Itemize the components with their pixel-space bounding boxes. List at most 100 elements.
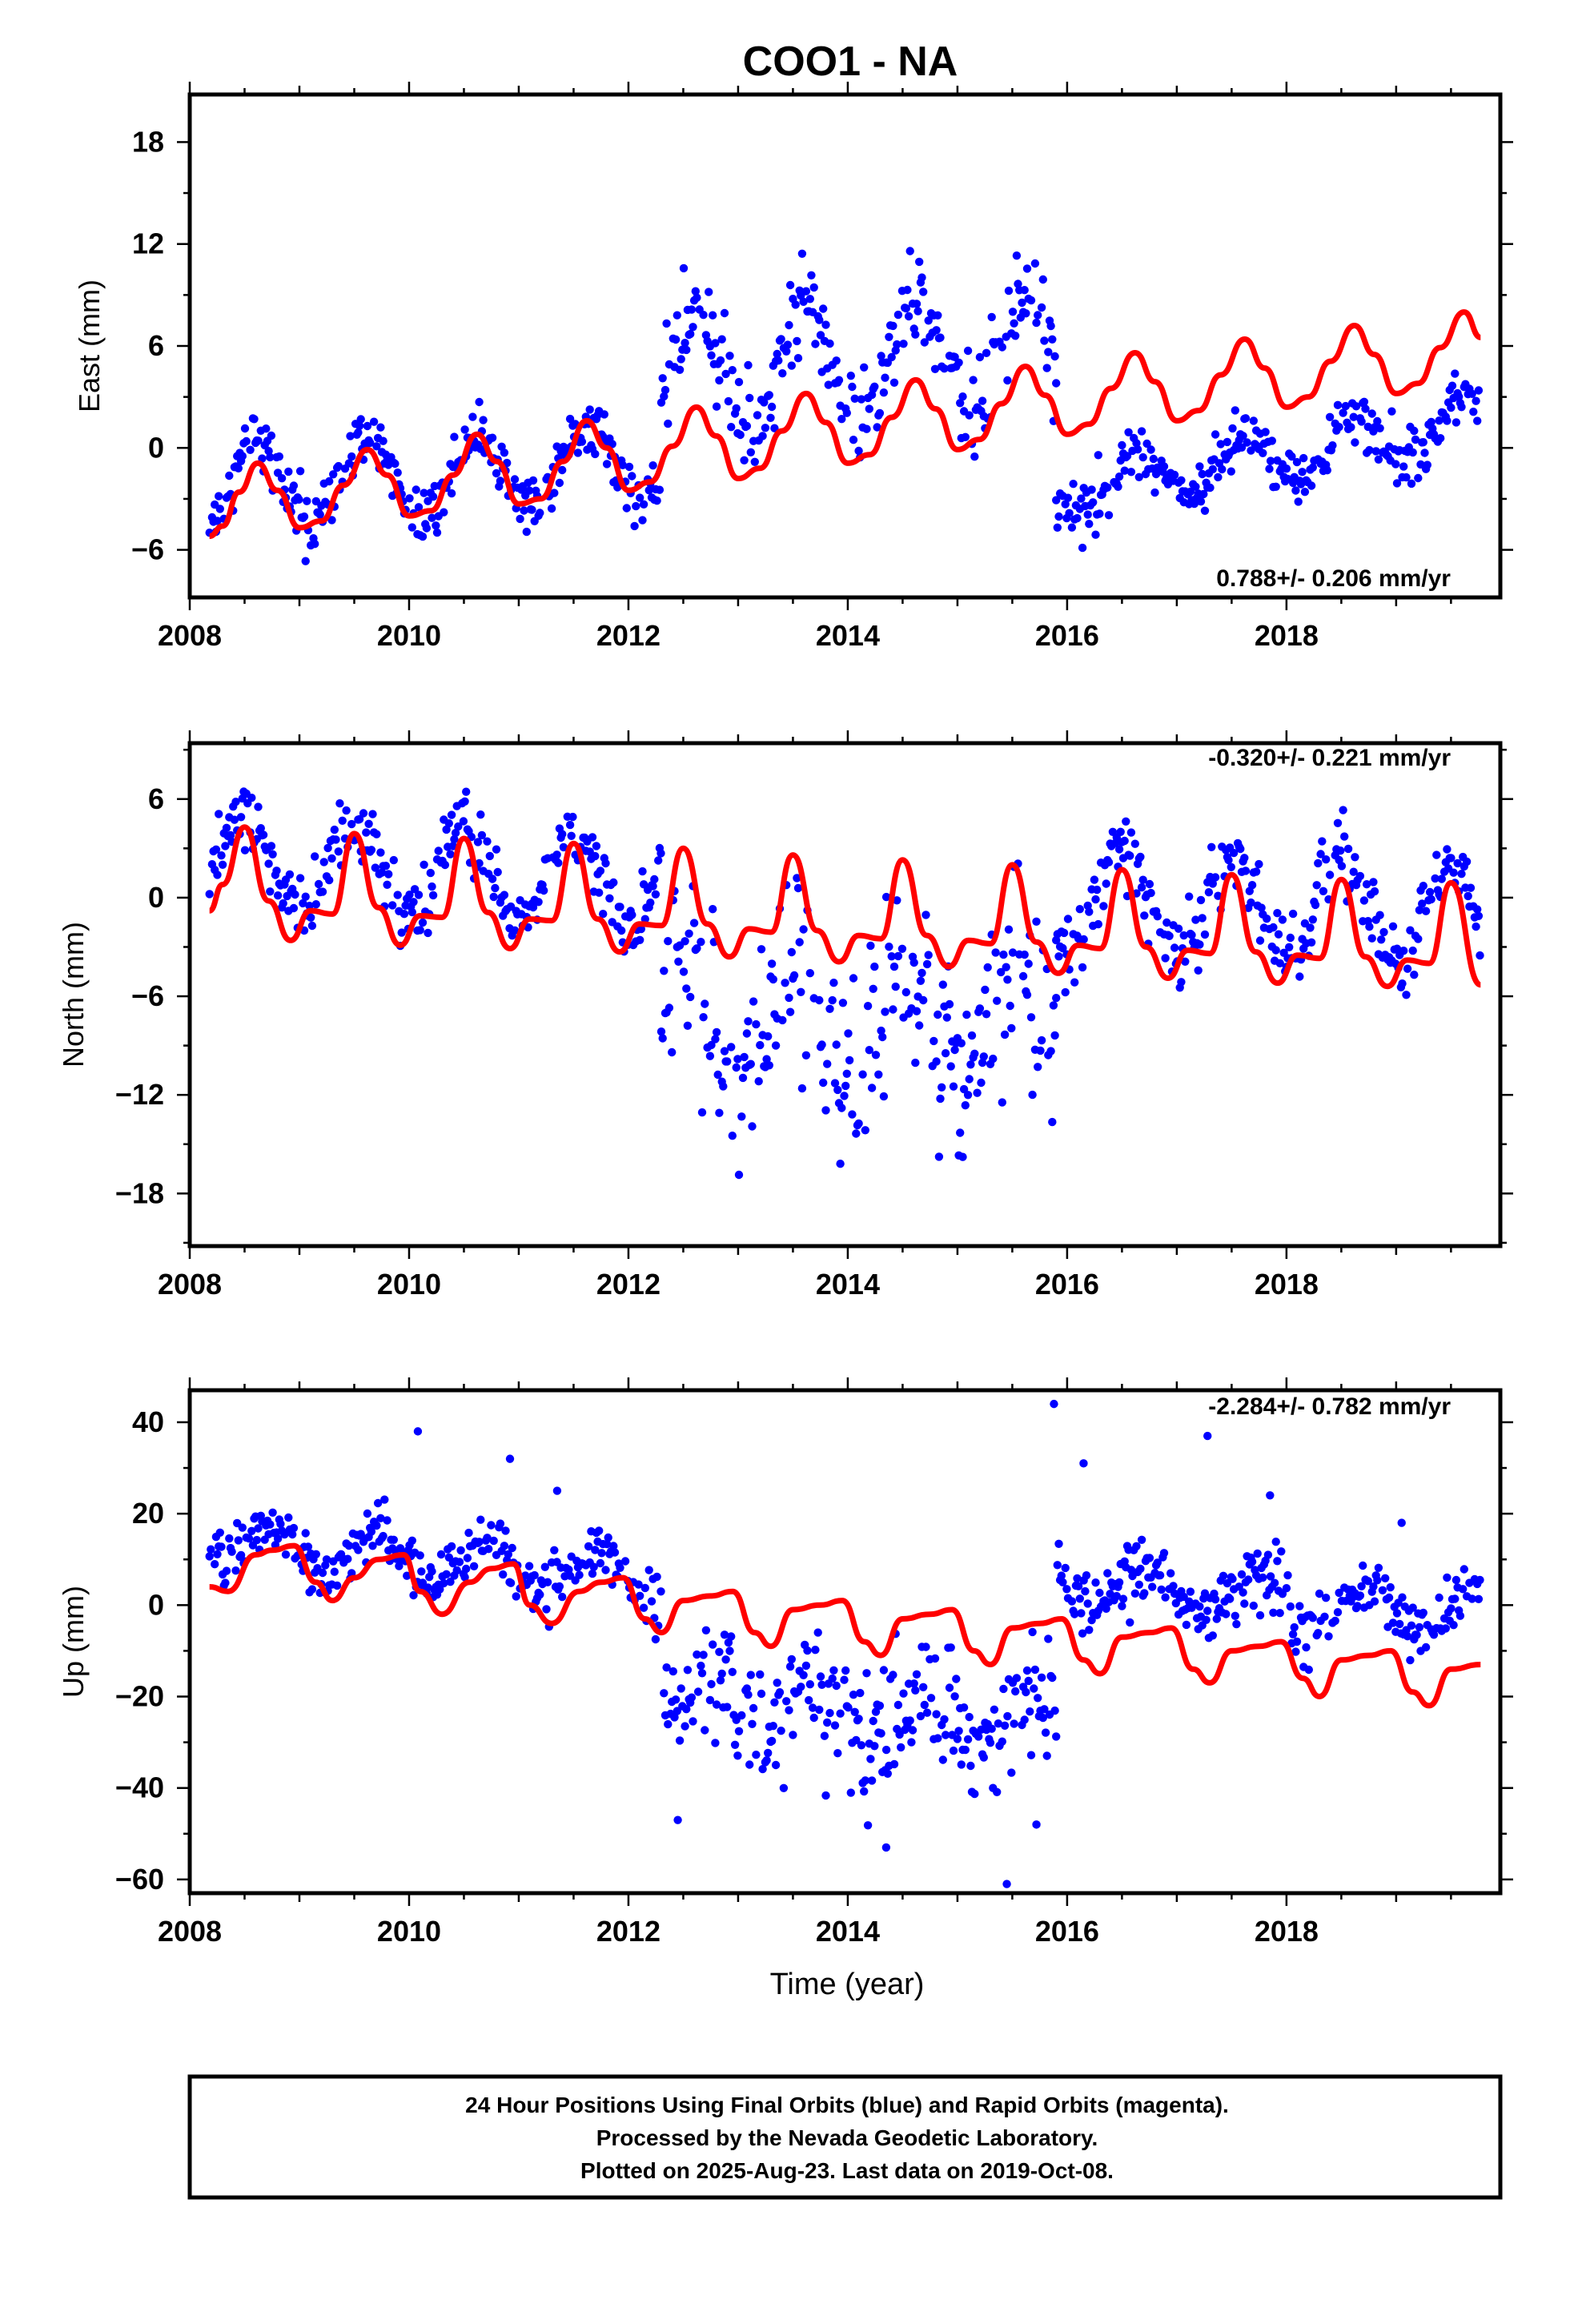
data-point <box>811 1646 820 1655</box>
data-point <box>215 1528 224 1538</box>
data-point <box>1008 308 1018 316</box>
data-point <box>332 1581 342 1590</box>
data-point <box>1050 1706 1059 1715</box>
data-point <box>1286 933 1295 943</box>
data-point <box>875 1701 885 1711</box>
data-point <box>1106 1590 1114 1598</box>
data-point <box>1207 842 1216 852</box>
data-point <box>1102 1604 1110 1614</box>
data-point <box>1102 879 1110 888</box>
data-point <box>830 1079 840 1088</box>
data-point <box>1198 914 1207 923</box>
data-point <box>858 1070 867 1079</box>
data-point <box>861 1776 870 1785</box>
outlier-point <box>413 1427 423 1436</box>
data-point <box>825 339 834 348</box>
data-point <box>1259 448 1267 457</box>
data-point <box>213 517 222 525</box>
data-point <box>1046 321 1055 331</box>
data-point <box>797 987 805 997</box>
data-point <box>322 1555 331 1564</box>
data-point <box>893 896 901 905</box>
data-point <box>379 436 387 445</box>
data-point <box>1137 883 1146 892</box>
data-point <box>600 410 608 419</box>
data-point <box>450 432 459 441</box>
data-point <box>1359 896 1369 905</box>
data-point <box>217 1542 226 1551</box>
data-point <box>409 898 418 907</box>
data-point <box>1053 1561 1062 1570</box>
data-point <box>555 1582 564 1591</box>
data-point <box>815 1705 824 1715</box>
data-point <box>866 1755 875 1763</box>
data-point <box>528 476 538 485</box>
data-point <box>733 1751 742 1760</box>
data-point <box>591 449 600 459</box>
data-point <box>1162 918 1171 927</box>
data-point <box>1073 513 1082 523</box>
data-point <box>934 1734 942 1743</box>
north-axes: 2008 2010 2012 2014 2016 2018 −18 −12 −6 0 6 <box>115 730 1513 1301</box>
data-point <box>919 1683 928 1691</box>
data-point <box>362 828 371 837</box>
data-point <box>1468 389 1476 398</box>
data-point <box>277 474 287 483</box>
data-point <box>418 532 428 541</box>
data-point <box>1091 530 1100 539</box>
up-plot-area <box>205 1399 1484 1888</box>
data-point <box>815 316 824 324</box>
data-point <box>1353 1602 1362 1610</box>
data-point <box>740 456 749 464</box>
east-plot-area <box>205 247 1484 565</box>
data-point <box>911 1686 920 1695</box>
data-point <box>1067 1597 1077 1606</box>
data-point <box>1278 915 1287 924</box>
data-point <box>962 1010 971 1019</box>
data-point <box>999 950 1008 959</box>
data-point <box>1114 845 1124 854</box>
data-point <box>856 1688 865 1698</box>
data-point <box>879 388 889 397</box>
up-series <box>205 1399 1484 1888</box>
data-point <box>661 385 670 395</box>
data-point <box>889 962 899 971</box>
data-point <box>673 311 681 320</box>
data-point <box>380 1495 389 1504</box>
data-point <box>376 1514 385 1523</box>
y-tick-label: 20 <box>132 1497 164 1530</box>
data-point <box>805 969 814 978</box>
data-point <box>1157 1585 1166 1594</box>
data-point <box>724 396 733 406</box>
data-point <box>1052 994 1061 1003</box>
data-point <box>840 1675 849 1684</box>
footer-line-1: 24 Hour Positions Using Final Orbits (bl… <box>465 2093 1229 2117</box>
data-point <box>1337 862 1347 870</box>
data-point <box>355 421 364 430</box>
data-point <box>1116 827 1125 837</box>
data-point <box>366 438 375 448</box>
data-point <box>252 1535 261 1545</box>
data-point <box>974 1732 983 1741</box>
data-point <box>1229 848 1239 858</box>
data-point <box>608 440 616 448</box>
data-point <box>1012 1674 1022 1683</box>
data-point <box>334 461 343 471</box>
data-point <box>276 1519 285 1529</box>
data-point <box>215 810 223 818</box>
data-point <box>958 1152 967 1161</box>
data-point <box>671 1695 681 1704</box>
data-point <box>1355 1591 1365 1600</box>
data-point <box>965 1712 974 1722</box>
data-point <box>1082 1571 1091 1580</box>
data-point <box>428 493 438 501</box>
data-point <box>1053 523 1062 532</box>
data-point <box>725 1647 734 1655</box>
data-point <box>346 432 355 440</box>
data-point <box>1090 875 1099 884</box>
data-point <box>524 486 534 495</box>
outlier-point <box>1266 1491 1275 1500</box>
data-point <box>699 311 708 320</box>
data-point <box>475 1538 484 1546</box>
data-point <box>389 1535 398 1545</box>
